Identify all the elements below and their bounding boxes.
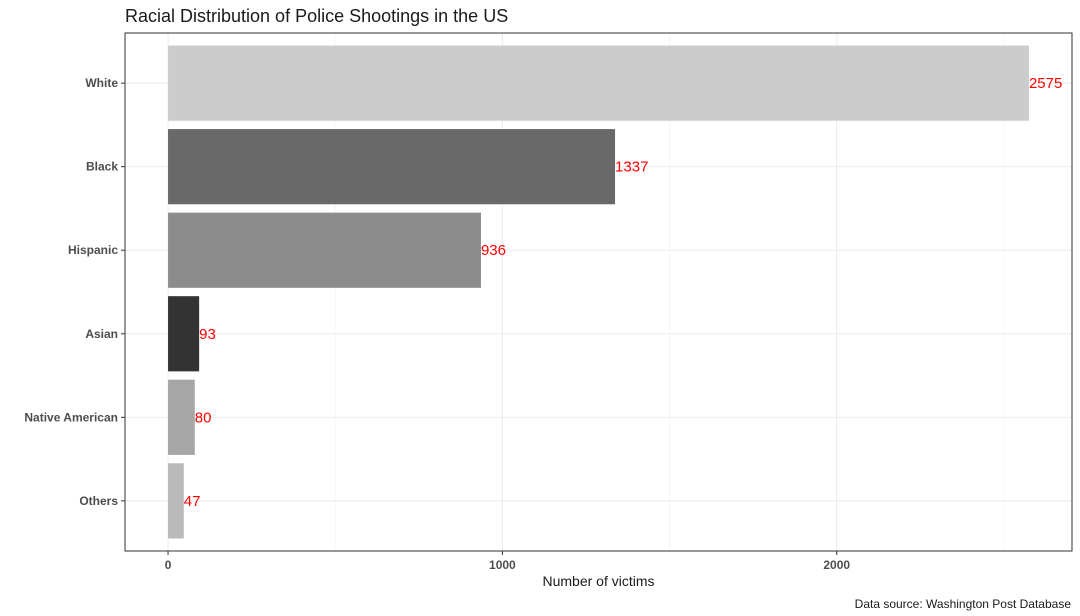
y-tick-label: Hispanic — [68, 243, 118, 257]
bar-native-american — [168, 379, 195, 455]
x-axis: 0 1000 2000 — [165, 551, 850, 572]
bar-white — [168, 45, 1029, 121]
bar-asian — [168, 296, 200, 372]
bar-hispanic — [168, 212, 481, 288]
x-tick-label: 1000 — [489, 558, 516, 572]
panel-border — [124, 32, 1073, 552]
bars — [168, 45, 1029, 539]
data-label-asian: 93 — [199, 326, 216, 343]
x-axis-title: Number of victims — [542, 573, 654, 589]
data-labels: 2575 1337 936 93 80 47 — [184, 75, 1063, 510]
y-axis: White Black Hispanic Asian Native American Ot… — [24, 76, 125, 508]
data-label-native-american: 80 — [195, 409, 212, 426]
y-tick-label: Native American — [24, 410, 118, 424]
y-tick-label: Asian — [85, 327, 118, 341]
x-tick-label: 2000 — [823, 558, 850, 572]
data-label-others: 47 — [184, 493, 201, 510]
chart-caption: Data source: Washington Post Database — [855, 597, 1072, 611]
bar-black — [168, 129, 616, 205]
x-tick-label: 0 — [165, 558, 172, 572]
chart-title: Racial Distribution of Police Shootings … — [125, 6, 508, 26]
y-tick-label: Others — [79, 494, 118, 508]
y-tick-label: Black — [86, 160, 118, 174]
y-tick-label: White — [85, 76, 118, 90]
bar-others — [168, 463, 184, 539]
data-label-black: 1337 — [615, 159, 648, 176]
data-label-white: 2575 — [1029, 75, 1062, 92]
data-label-hispanic: 936 — [481, 242, 506, 259]
